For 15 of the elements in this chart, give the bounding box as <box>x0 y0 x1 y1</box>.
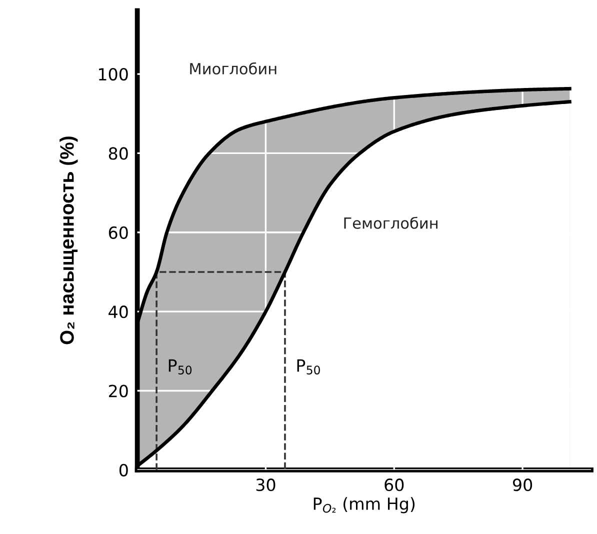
y-tick-label: 80 <box>108 147 128 160</box>
x-tick-label: 60 <box>384 478 404 492</box>
y-tick-label: 0 <box>119 464 128 476</box>
annotation: P$_{50}$ <box>168 359 192 374</box>
y-tick-label: 20 <box>108 384 128 398</box>
series-label: Гемоглобин <box>344 216 438 229</box>
annotation: P$_{50}$ <box>297 359 320 374</box>
text: Миоглобин <box>190 62 276 74</box>
y-axis-title: O₂ насыщенность (%) <box>60 136 78 344</box>
x-tick-label: 30 <box>256 478 276 492</box>
x-axis-title: P$_{O₂}$ (mm Hg) <box>314 497 415 514</box>
x-tick-label: 90 <box>512 478 532 492</box>
y-tick-label: 60 <box>108 226 128 239</box>
y-tick-label: 100 <box>98 68 128 81</box>
y-tick-label: 40 <box>108 306 128 318</box>
